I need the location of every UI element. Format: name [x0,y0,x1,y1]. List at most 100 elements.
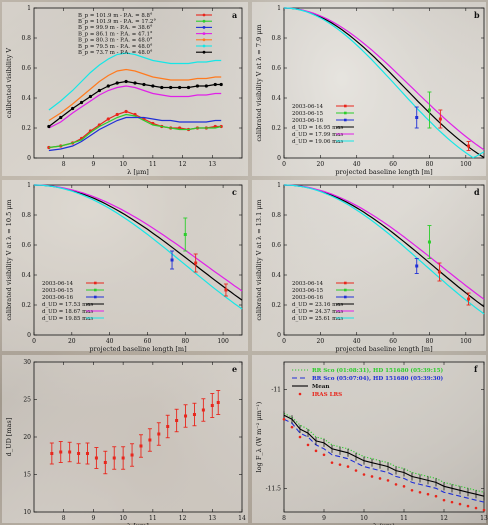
plot-frame [33,184,243,336]
legend-entry: d_UD = 17.53 mas [42,302,93,308]
y-axis-label: calibrated visibility V at λ = 7.9 μm [255,24,263,141]
series-marker [97,88,101,93]
y-tick-label: 0 [277,155,281,162]
legend-entry: B_p = 101.9 m - P.A. = 17.2° [78,19,156,25]
x-tick-label: 12 [179,161,187,168]
data-point [121,446,126,470]
x-tick-label: 10 [360,515,368,522]
panel-letter: a [232,10,237,20]
panel-background [2,180,248,351]
x-tick-label: 8 [62,515,66,522]
data-point [466,141,471,151]
legend-marker [202,32,206,35]
y-tick-label: 0.4 [21,95,31,102]
x-tick-label: 100 [460,338,472,345]
legend-entry: 2003-06-14 [292,281,324,287]
point-marker [184,414,188,418]
legend-entry: B_p = 101.9 m - P.A. = 8.8° [78,13,153,19]
series-marker [346,465,350,468]
point-marker [112,456,116,460]
legend-entry: d_UD = 24.37 mas [292,309,343,315]
x-tick-label: 8 [282,515,286,522]
data-point [85,442,90,465]
legend-marker [202,44,206,48]
series-marker [59,115,63,120]
legend-marker [344,288,347,292]
series-marker [466,504,470,508]
y-axis-label: calibrated visibility V [5,48,13,118]
data-point [466,292,471,306]
legend-entry: B_p = 80.3 m - P.A. = 48.0° [78,38,153,44]
x-tick-label: 10 [119,515,127,522]
x-tick-label: 14 [238,515,246,522]
data-point [165,414,170,439]
legend-marker [344,118,347,122]
series-marker [354,469,358,472]
model-curve [34,184,243,292]
point-marker [415,264,419,268]
model-curve [283,7,485,159]
legend-entry: d_UD = 19.85 mas [42,316,93,322]
point-marker [415,116,419,119]
legend-marker [94,295,97,299]
series-marker [298,435,302,439]
x-tick-label: 60 [144,338,152,345]
y-tick-label: 0.8 [271,35,281,42]
data-point [130,443,135,467]
y-tick-label: 1 [277,5,281,12]
x-tick-label: 60 [389,338,397,345]
data-point [414,106,419,129]
y-tick-label: 1 [277,182,281,189]
model-curve [283,7,485,159]
data-point [76,443,81,464]
point-marker [427,108,431,112]
point-marker [157,432,161,436]
x-tick-label: 40 [353,338,361,345]
point-marker [224,288,228,292]
legend-marker [202,13,206,17]
x-tick-label: 8 [62,161,66,168]
legend-entry: 2003-06-16 [292,118,324,124]
y-tick-label: 0 [27,332,31,339]
x-tick-label: 80 [426,161,434,168]
point-marker [68,450,72,454]
legend-entry: B_p = 73.7 m - P.A. = 48.0° [78,50,153,56]
data-point [58,441,63,463]
model-curve [283,184,485,315]
legend-marker [202,26,206,29]
series-marker [88,94,93,99]
legend-entry: Mean [312,384,329,390]
x-tick-label: 0 [282,338,286,345]
legend-entry: d_UD = 18.67 mas [42,309,93,315]
legend-entry: RR Sco (01:08:31), HD 151680 (05:39:15) [312,367,444,374]
y-tick-label: 0 [277,332,281,339]
x-tick-label: 80 [181,338,189,345]
point-marker [130,453,134,457]
x-tick-label: 20 [317,161,325,168]
legend-entry: 2003-06-14 [292,104,324,110]
y-tick-label: 0.8 [21,35,31,42]
y-tick-label: 0.8 [271,212,281,219]
series-line [48,68,222,122]
legend-marker [298,392,302,396]
y-tick-label: 15 [23,472,31,479]
point-marker [121,456,125,460]
point-marker [94,456,98,460]
y-tick-label: 0.6 [21,242,31,249]
series-marker [322,453,326,457]
series-marker [386,479,390,482]
x-axis-label: λ [μm] [127,522,149,525]
legend-entry: 2003-06-16 [292,295,324,301]
x-axis-label: λ (μm) [373,522,395,525]
series-marker [115,112,119,117]
x-tick-label: 13 [480,515,488,522]
legend-marker [202,50,206,54]
x-tick-label: 20 [68,338,76,345]
series-marker [124,79,128,84]
panel-letter: f [474,364,478,374]
legend-marker [344,111,347,115]
data-point [174,408,179,433]
series-marker [306,443,310,447]
x-tick-label: 11 [400,515,408,522]
series-marker [418,490,422,494]
